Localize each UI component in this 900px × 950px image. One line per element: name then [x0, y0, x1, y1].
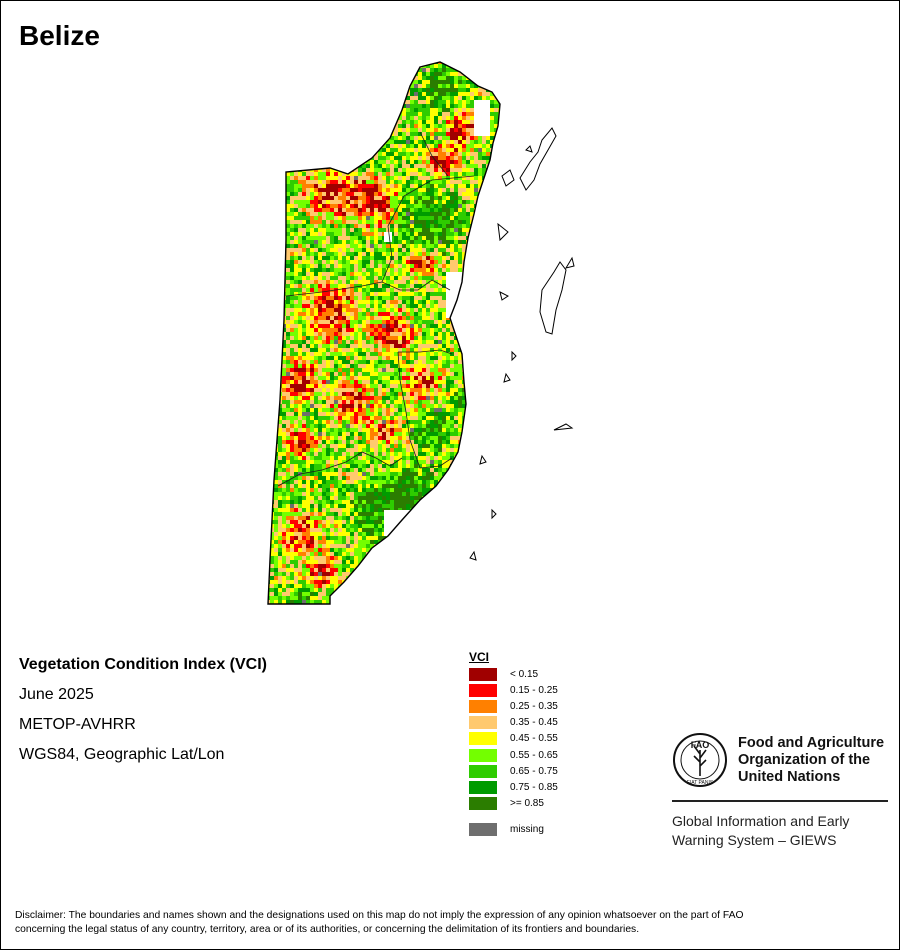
cays-islands — [469, 127, 575, 561]
vci-legend: VCI < 0.15 0.15 - 0.25 0.25 - 0.35 0.35 - 0… — [469, 650, 558, 838]
legend-swatch — [469, 683, 497, 697]
legend-class-label: 0.55 - 0.65 — [510, 749, 558, 761]
fao-organization-name: Food and Agriculture Organization of the… — [738, 734, 885, 785]
map-info: Vegetation Condition Index (VCI) June 20… — [19, 656, 267, 776]
legend-class-1: 0.15 - 0.25 — [469, 682, 558, 698]
legend-swatch — [469, 667, 497, 681]
fao-logo-block: FAO FIAT PANIS Food and Agriculture Orga… — [672, 732, 888, 850]
disclaimer: Disclaimer: The boundaries and names sho… — [15, 910, 744, 935]
legend-class-label: < 0.15 — [510, 668, 539, 680]
legend-class-label: 0.65 - 0.75 — [510, 765, 558, 777]
vci-map — [267, 61, 575, 605]
legend-class-label: 0.15 - 0.25 — [510, 684, 558, 696]
period-label: June 2025 — [19, 686, 94, 703]
legend-class-label: 0.35 - 0.45 — [510, 717, 558, 729]
legend-swatch — [469, 780, 497, 794]
legend-class-5: 0.55 - 0.65 — [469, 747, 558, 763]
projection-label: WGS84, Geographic Lat/Lon — [19, 746, 225, 763]
fao-emblem-icon: FAO FIAT PANIS — [673, 733, 727, 787]
legend-missing: missing — [469, 822, 558, 838]
legend-swatch — [469, 797, 497, 811]
legend-missing-label: missing — [510, 824, 544, 836]
index-name: Vegetation Condition Index (VCI) — [19, 656, 267, 673]
giews-name: Global Information and Early Warning Sys… — [672, 813, 850, 848]
legend-class-3: 0.35 - 0.45 — [469, 715, 558, 731]
no-data-areas — [384, 100, 490, 536]
district-boundaries — [277, 131, 475, 487]
legend-class-2: 0.25 - 0.35 — [469, 698, 558, 714]
legend-classes: < 0.15 0.15 - 0.25 0.25 - 0.35 0.35 - 0.45 0… — [469, 666, 558, 812]
legend-swatch — [469, 732, 497, 746]
legend-swatch — [469, 699, 497, 713]
legend-class-label: 0.25 - 0.35 — [510, 700, 558, 712]
fao-divider — [672, 800, 888, 802]
legend-swatch-missing — [469, 823, 497, 837]
legend-swatch — [469, 716, 497, 730]
legend-class-4: 0.45 - 0.55 — [469, 731, 558, 747]
legend-class-7: 0.75 - 0.85 — [469, 779, 558, 795]
map-title: Belize — [19, 20, 100, 51]
legend-class-8: >= 0.85 — [469, 796, 558, 812]
legend-swatch — [469, 764, 497, 778]
legend-class-label: 0.75 - 0.85 — [510, 781, 558, 793]
legend-class-6: 0.65 - 0.75 — [469, 763, 558, 779]
legend-class-label: 0.45 - 0.55 — [510, 733, 558, 745]
legend-title: VCI — [469, 650, 490, 664]
legend-class-0: < 0.15 — [469, 666, 558, 682]
sensor-label: METOP-AVHRR — [19, 716, 136, 733]
legend-class-label: >= 0.85 — [510, 798, 544, 810]
legend-swatch — [469, 748, 497, 762]
